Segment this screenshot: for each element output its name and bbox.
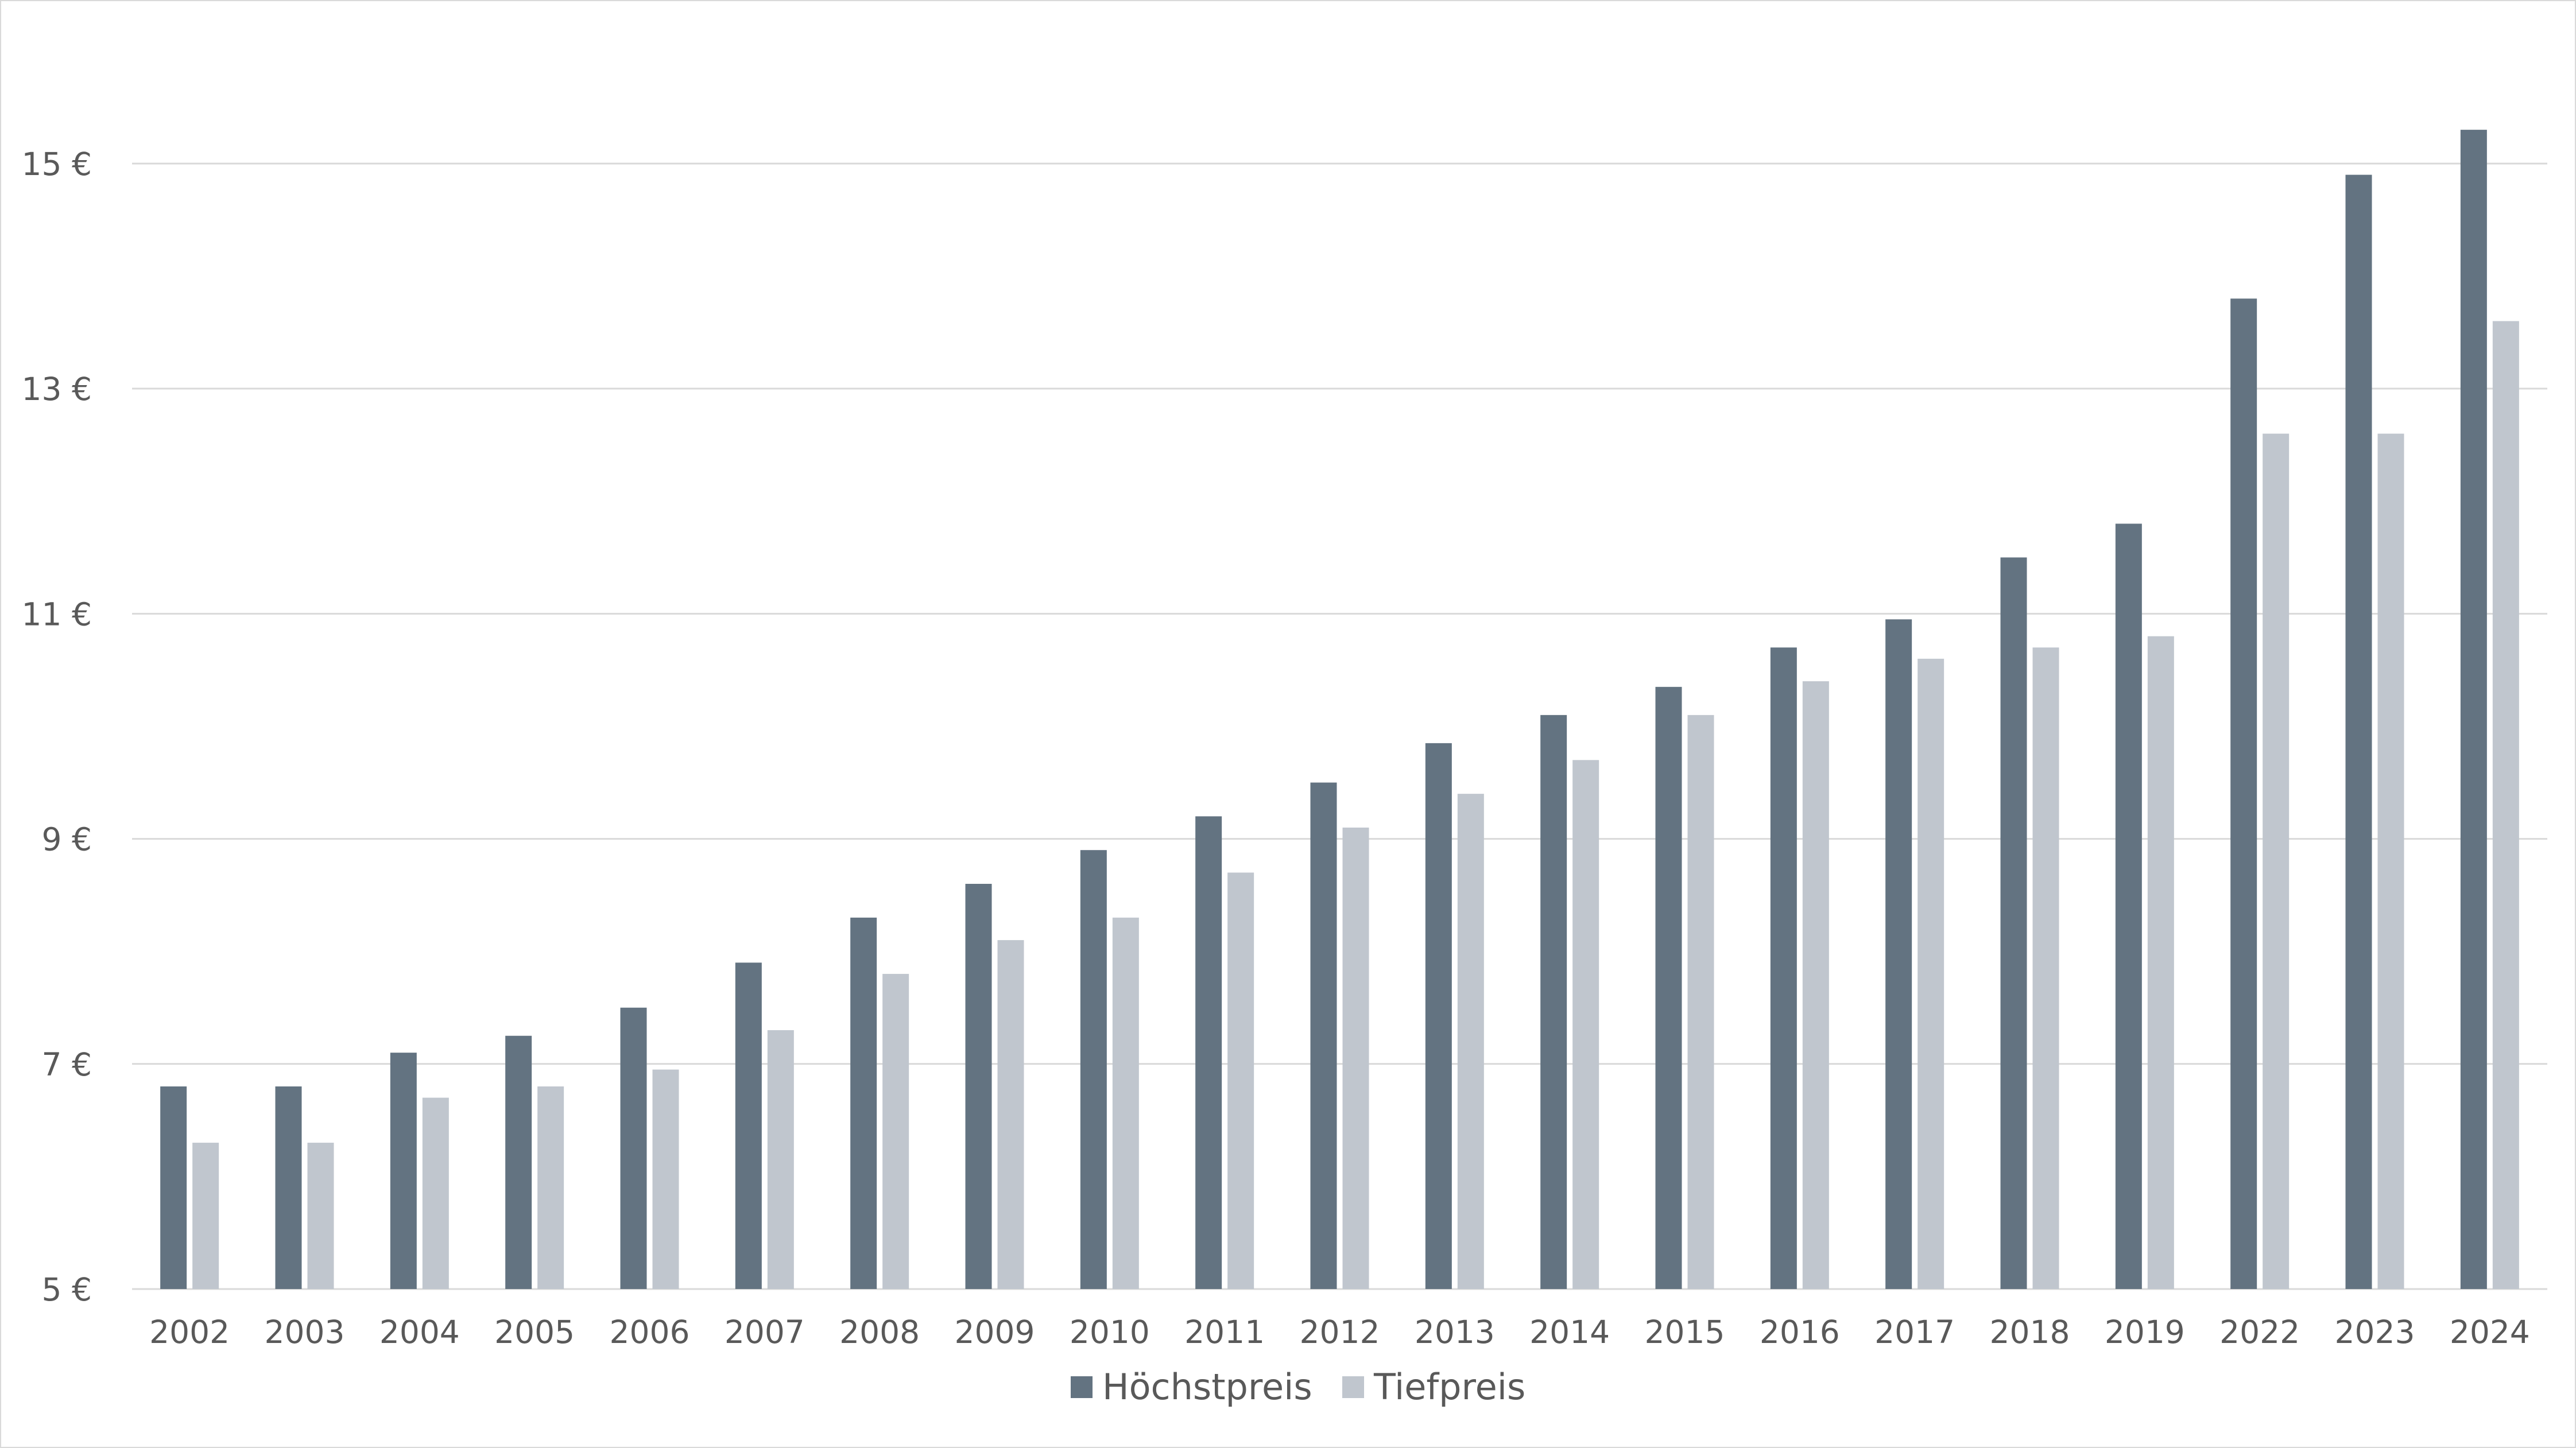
y-tick-label: 9 € — [42, 821, 92, 858]
bar-hoechstpreis-2013 — [1425, 743, 1452, 1289]
x-tick-label: 2002 — [149, 1314, 230, 1350]
y-axis-tick-labels: 5 € 7 € 9 € 11 € 13 € 15 € — [22, 146, 92, 1308]
legend-swatch-tiefpreis — [1342, 1376, 1364, 1398]
bars — [160, 130, 2519, 1289]
x-tick-label: 2017 — [1874, 1314, 1955, 1350]
bar-tiefpreis-2002 — [192, 1143, 219, 1289]
x-tick-label: 2003 — [265, 1314, 345, 1350]
bar-tiefpreis-2019 — [2147, 636, 2174, 1289]
bar-tiefpreis-2011 — [1227, 872, 1254, 1289]
bar-tiefpreis-2018 — [2032, 647, 2059, 1289]
bar-tiefpreis-2024 — [2492, 321, 2519, 1289]
x-tick-label: 2018 — [1990, 1314, 2070, 1350]
bar-tiefpreis-2014 — [1572, 760, 1599, 1289]
bar-hoechstpreis-2018 — [2000, 557, 2027, 1289]
bar-tiefpreis-2017 — [1918, 658, 1944, 1289]
x-tick-label: 2010 — [1070, 1314, 1150, 1350]
bar-hoechstpreis-2007 — [735, 962, 762, 1289]
bar-tiefpreis-2012 — [1342, 827, 1369, 1289]
bar-hoechstpreis-2019 — [2115, 523, 2142, 1289]
bar-tiefpreis-2007 — [767, 1030, 794, 1289]
bar-hoechstpreis-2012 — [1310, 782, 1337, 1289]
legend-label-tiefpreis: Tiefpreis — [1373, 1366, 1525, 1408]
y-tick-label: 15 € — [22, 146, 92, 183]
bar-tiefpreis-2010 — [1112, 917, 1139, 1289]
x-tick-label: 2022 — [2219, 1314, 2300, 1350]
x-tick-label: 2019 — [2105, 1314, 2185, 1350]
x-axis-tick-labels: 2002 2003 2004 2005 2006 2007 2008 2009 2010 2011… — [149, 1314, 2530, 1350]
bar-tiefpreis-2015 — [1687, 715, 1714, 1289]
bar-hoechstpreis-2006 — [620, 1007, 647, 1289]
x-tick-label: 2014 — [1529, 1314, 1610, 1350]
bar-tiefpreis-2004 — [422, 1097, 449, 1289]
bar-hoechstpreis-2015 — [1655, 686, 1682, 1289]
bar-hoechstpreis-2023 — [2345, 174, 2372, 1289]
bar-tiefpreis-2022 — [2263, 433, 2290, 1289]
bar-hoechstpreis-2010 — [1080, 850, 1107, 1289]
bar-tiefpreis-2008 — [882, 973, 909, 1289]
x-tick-label: 2013 — [1415, 1314, 1495, 1350]
bar-hoechstpreis-2008 — [850, 917, 877, 1289]
bar-tiefpreis-2016 — [1802, 681, 1829, 1289]
x-tick-label: 2015 — [1645, 1314, 1725, 1350]
bar-hoechstpreis-2022 — [2230, 298, 2257, 1289]
bar-hoechstpreis-2017 — [1885, 619, 1912, 1289]
bar-hoechstpreis-2004 — [390, 1053, 417, 1289]
x-tick-label: 2012 — [1300, 1314, 1380, 1350]
bar-hoechstpreis-2011 — [1195, 816, 1222, 1289]
x-tick-label: 2007 — [725, 1314, 805, 1350]
grid-lines — [132, 162, 2547, 1290]
x-tick-label: 2006 — [610, 1314, 690, 1350]
bar-hoechstpreis-2016 — [1770, 647, 1797, 1289]
x-tick-label: 2004 — [379, 1314, 460, 1350]
bar-tiefpreis-2006 — [652, 1069, 679, 1289]
x-tick-label: 2023 — [2335, 1314, 2415, 1350]
bar-tiefpreis-2023 — [2377, 433, 2404, 1289]
x-tick-label: 2008 — [839, 1314, 920, 1350]
bar-hoechstpreis-2003 — [275, 1086, 302, 1289]
y-tick-label: 13 € — [22, 371, 92, 407]
y-tick-label: 11 € — [22, 596, 92, 632]
bar-hoechstpreis-2009 — [965, 884, 992, 1289]
x-tick-label: 2009 — [955, 1314, 1035, 1350]
bar-tiefpreis-2013 — [1457, 794, 1484, 1289]
bar-hoechstpreis-2002 — [160, 1086, 187, 1289]
bar-tiefpreis-2005 — [537, 1086, 564, 1289]
y-tick-label: 5 € — [42, 1271, 92, 1308]
legend-label-hoechstpreis: Höchstpreis — [1102, 1366, 1312, 1408]
legend-swatch-hoechstpreis — [1071, 1376, 1093, 1398]
legend: Höchstpreis Tiefpreis — [1071, 1366, 1525, 1408]
bar-hoechstpreis-2005 — [505, 1035, 532, 1289]
x-tick-label: 2011 — [1184, 1314, 1265, 1350]
x-tick-label: 2005 — [494, 1314, 575, 1350]
y-tick-label: 7 € — [42, 1046, 92, 1083]
bar-tiefpreis-2009 — [997, 940, 1024, 1289]
bar-hoechstpreis-2014 — [1540, 715, 1567, 1289]
x-tick-label: 2024 — [2450, 1314, 2530, 1350]
bar-hoechstpreis-2024 — [2460, 130, 2487, 1289]
x-tick-label: 2016 — [1760, 1314, 1840, 1350]
bar-tiefpreis-2003 — [307, 1143, 334, 1289]
